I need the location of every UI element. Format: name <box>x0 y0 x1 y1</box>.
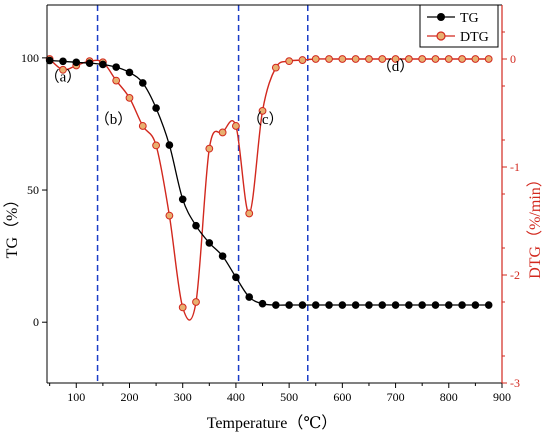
dtg-point <box>418 55 427 63</box>
y-right-axis-title: DTG（%/min） <box>526 171 544 279</box>
tg-point <box>72 58 81 67</box>
dtg-point <box>471 55 480 63</box>
dtg-point <box>245 209 254 218</box>
stage-label: （a） <box>45 69 82 86</box>
tg-point <box>178 195 187 204</box>
tg-point <box>378 301 387 309</box>
tg-point <box>218 252 227 260</box>
dtg-point <box>165 211 174 220</box>
dtg-point <box>404 55 413 63</box>
dtg-point <box>338 55 347 63</box>
tg-point <box>471 301 480 309</box>
x-tick-label: 300 <box>174 390 192 404</box>
tg-point <box>405 301 413 309</box>
tg-point <box>165 141 174 149</box>
y-right-tick-label: -2 <box>510 268 520 282</box>
dtg-point <box>138 122 147 130</box>
tg-point <box>365 301 373 309</box>
dtg-curve <box>49 58 489 321</box>
tg-point <box>298 301 307 309</box>
dtg-point <box>351 55 360 63</box>
tg-point <box>258 299 267 308</box>
legend-box <box>419 4 499 48</box>
y-left-tick-label: 100 <box>21 51 39 65</box>
x-tick-label: 700 <box>387 390 405 404</box>
legend-tg-label: TG <box>460 11 479 26</box>
dtg-point <box>178 303 187 312</box>
y-left-axis-title: TG（%） <box>3 192 21 259</box>
tg-point <box>245 293 254 301</box>
stage-label: （d） <box>377 58 415 75</box>
tg-point <box>99 60 107 69</box>
dtg-point <box>271 63 280 72</box>
stage-label: （c） <box>247 111 284 128</box>
tg-point <box>138 79 147 87</box>
legend-dtg-marker <box>436 31 446 41</box>
dtg-point <box>112 76 121 85</box>
dtg-point <box>192 298 200 306</box>
y-left-tick-label: 50 <box>27 183 39 197</box>
x-tick-label: 800 <box>440 390 458 404</box>
x-tick-label: 100 <box>67 390 85 404</box>
tg-point <box>351 301 360 309</box>
tg-point <box>285 301 293 309</box>
legend-item-dtg: DTG <box>427 30 489 45</box>
dtg-point <box>232 122 240 130</box>
dtg-point <box>125 93 134 102</box>
dtg-point <box>218 128 227 137</box>
dtg-point <box>444 55 453 63</box>
legend-tg-marker <box>437 13 445 21</box>
dtg-point <box>258 106 267 115</box>
x-tick-label: 200 <box>120 390 138 404</box>
dtg-point <box>325 55 333 63</box>
dtg-point <box>365 55 373 63</box>
y-left-tick-label: 0 <box>33 315 39 329</box>
dtg-point <box>59 65 67 74</box>
stage-label: （b） <box>95 111 133 128</box>
tg-point <box>125 68 134 77</box>
tg-point <box>311 301 320 309</box>
tg-point <box>85 59 94 67</box>
y-right-tick-label: 0 <box>510 52 516 66</box>
legend: TG DTG <box>419 4 499 48</box>
tg-point <box>152 104 160 112</box>
dtg-point <box>484 55 493 63</box>
x-tick-label: 500 <box>280 390 298 404</box>
dtg-point <box>431 55 440 63</box>
dtg-point <box>311 55 320 63</box>
x-tick-label: 400 <box>227 390 245 404</box>
tg-point <box>391 301 400 309</box>
y-right-tick-label: -1 <box>510 160 520 174</box>
tg-point <box>431 301 440 309</box>
dtg-point <box>152 141 160 150</box>
tg-point <box>45 56 54 65</box>
x-axis-title: Temperature（℃） <box>207 414 338 432</box>
tg-point <box>112 63 120 71</box>
tg-point <box>325 301 333 309</box>
legend-dtg-label: DTG <box>460 30 489 45</box>
tg-point <box>458 301 466 309</box>
tg-point <box>205 239 214 247</box>
tg-point <box>418 301 426 309</box>
dtg-point <box>298 56 307 64</box>
dtg-point <box>205 144 214 153</box>
y-right-tick-label: -3 <box>510 376 520 390</box>
tg-point <box>192 221 200 230</box>
tg-point <box>338 301 347 309</box>
tg-point <box>272 301 280 309</box>
tg-point <box>232 273 240 282</box>
legend-item-tg: TG <box>427 11 479 26</box>
tg-point <box>484 301 493 309</box>
dtg-point <box>378 55 387 63</box>
dtg-point <box>391 55 400 63</box>
dtg-point <box>458 55 466 63</box>
dtg-point <box>285 57 294 66</box>
tg-point <box>59 57 67 66</box>
tg-point <box>444 301 453 309</box>
tg-curve <box>49 59 489 306</box>
x-tick-label: 900 <box>493 390 511 404</box>
x-tick-label: 600 <box>333 390 351 404</box>
